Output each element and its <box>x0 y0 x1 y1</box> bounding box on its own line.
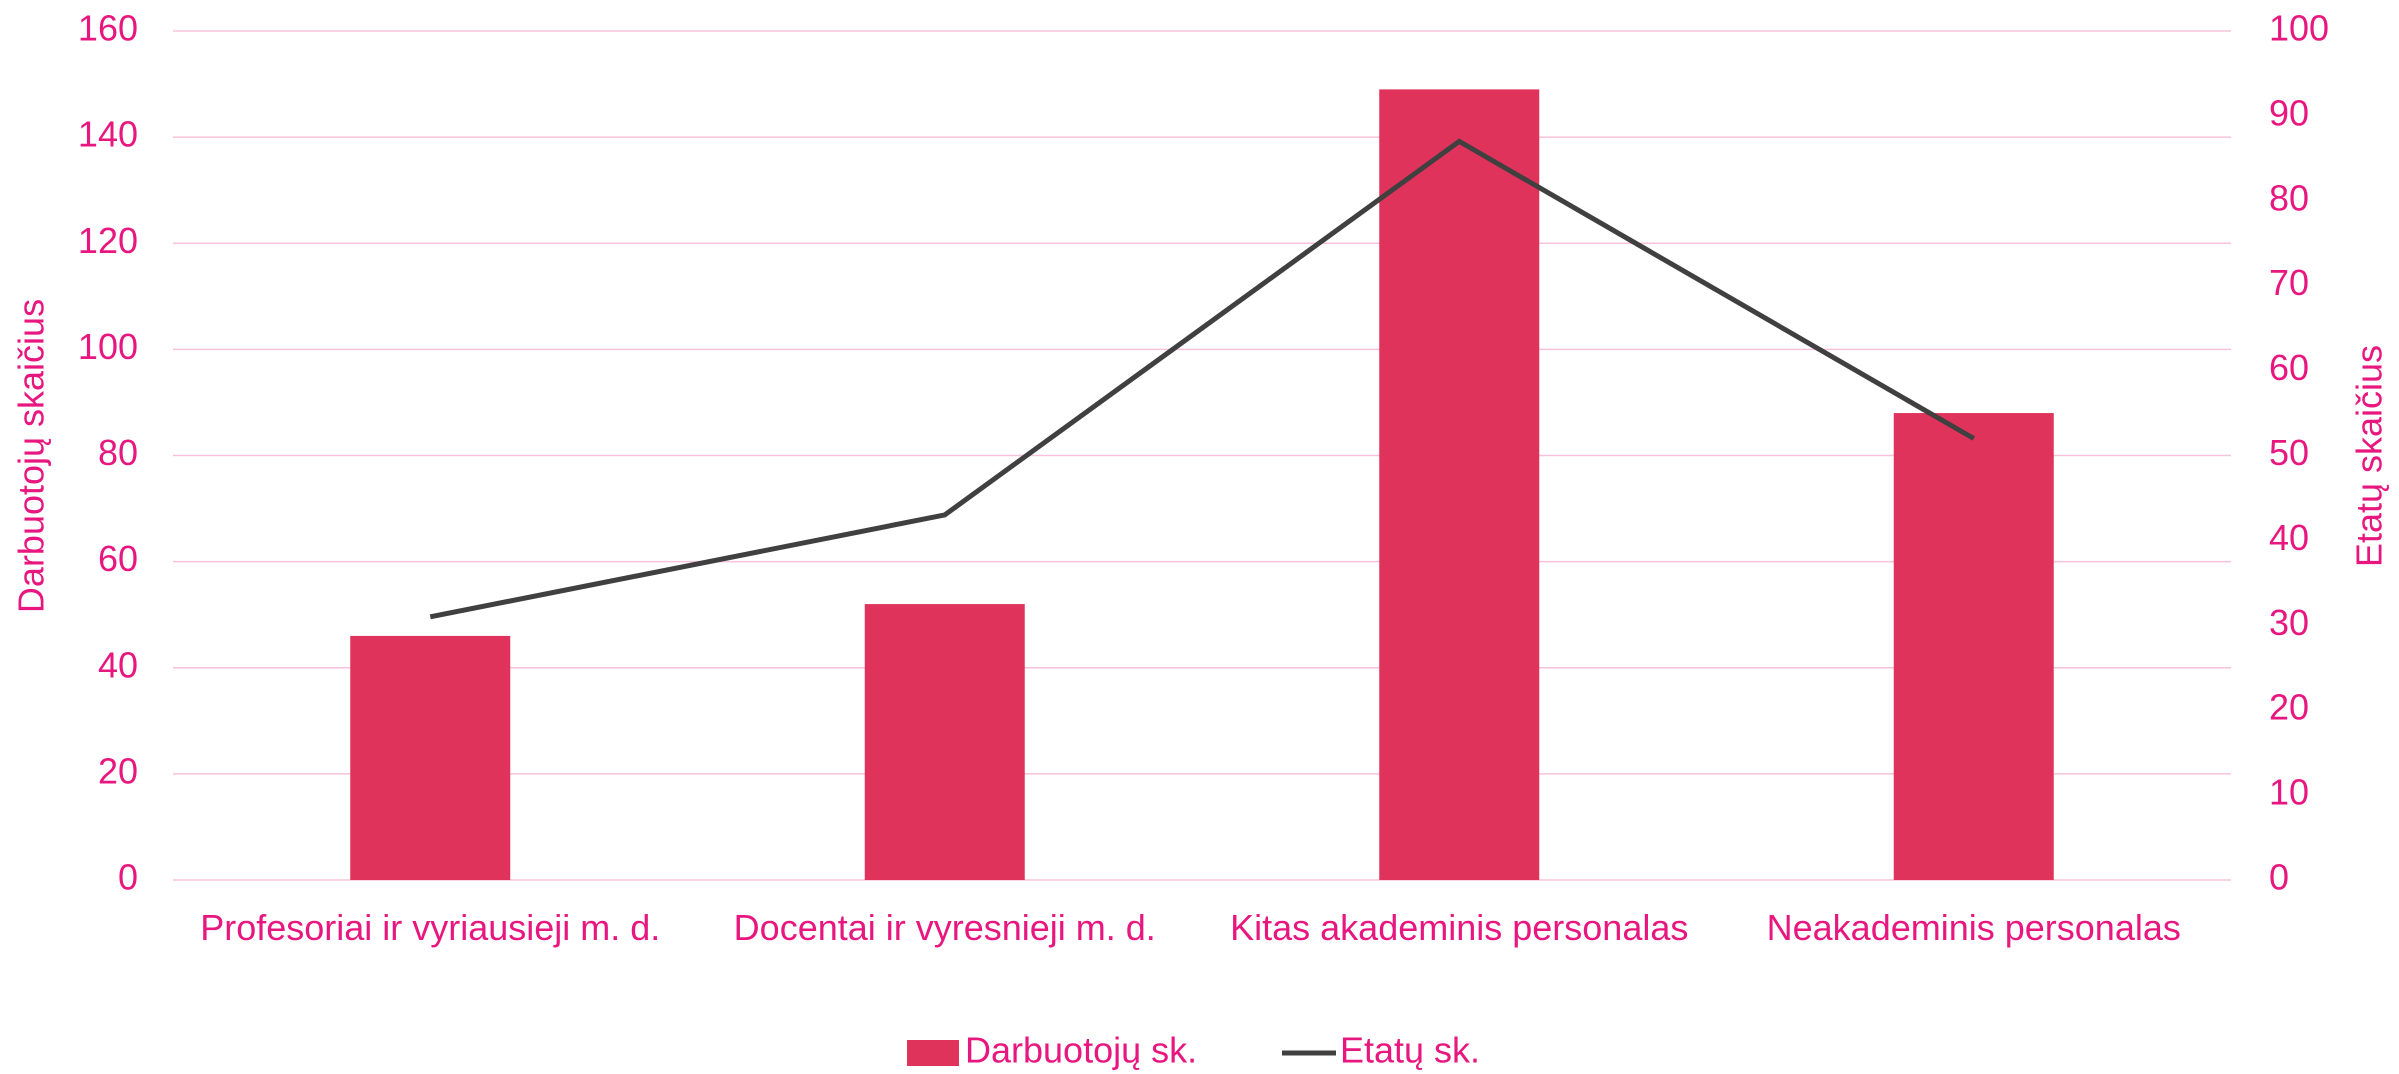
y-tick-label: 140 <box>78 114 138 155</box>
bar <box>864 604 1025 880</box>
y2-tick-label: 100 <box>2269 8 2329 49</box>
bar <box>350 635 511 880</box>
y-tick-label: 120 <box>78 220 138 261</box>
y2-tick-label: 50 <box>2269 432 2309 473</box>
x-tick-label: Kitas akademinis personalas <box>1230 907 1689 948</box>
y-tick-label: 160 <box>78 8 138 49</box>
legend-label: Darbuotojų sk. <box>965 1030 1197 1071</box>
y-tick-label: 100 <box>78 326 138 367</box>
y-tick-label: 60 <box>98 538 138 579</box>
y2-tick-label: 70 <box>2269 262 2309 303</box>
bar <box>1379 89 1540 880</box>
legend-swatch <box>907 1040 959 1066</box>
x-tick-label: Profesoriai ir vyriausieji m. d. <box>200 907 661 948</box>
y-tick-label: 80 <box>98 432 138 473</box>
y2-axis-title: Etatų skaičius <box>2349 345 2390 567</box>
y2-tick-label: 0 <box>2269 857 2289 898</box>
x-tick-label: Neakademinis personalas <box>1766 907 2181 948</box>
y2-tick-label: 40 <box>2269 517 2309 558</box>
y2-tick-label: 80 <box>2269 177 2309 218</box>
bar <box>1893 413 2054 880</box>
y2-tick-label: 90 <box>2269 92 2309 133</box>
x-tick-label: Docentai ir vyresnieji m. d. <box>733 907 1156 948</box>
y2-tick-label: 10 <box>2269 772 2309 813</box>
line <box>429 138 1976 620</box>
y-tick-label: 0 <box>118 857 138 898</box>
y2-tick-label: 30 <box>2269 602 2309 643</box>
y-axis-title: Darbuotojų skaičius <box>11 299 52 613</box>
y2-tick-label: 60 <box>2269 347 2309 388</box>
y-tick-label: 40 <box>98 644 138 685</box>
y2-tick-label: 20 <box>2269 687 2309 728</box>
y-tick-label: 20 <box>98 750 138 791</box>
legend-label: Etatų sk. <box>1340 1030 1480 1071</box>
